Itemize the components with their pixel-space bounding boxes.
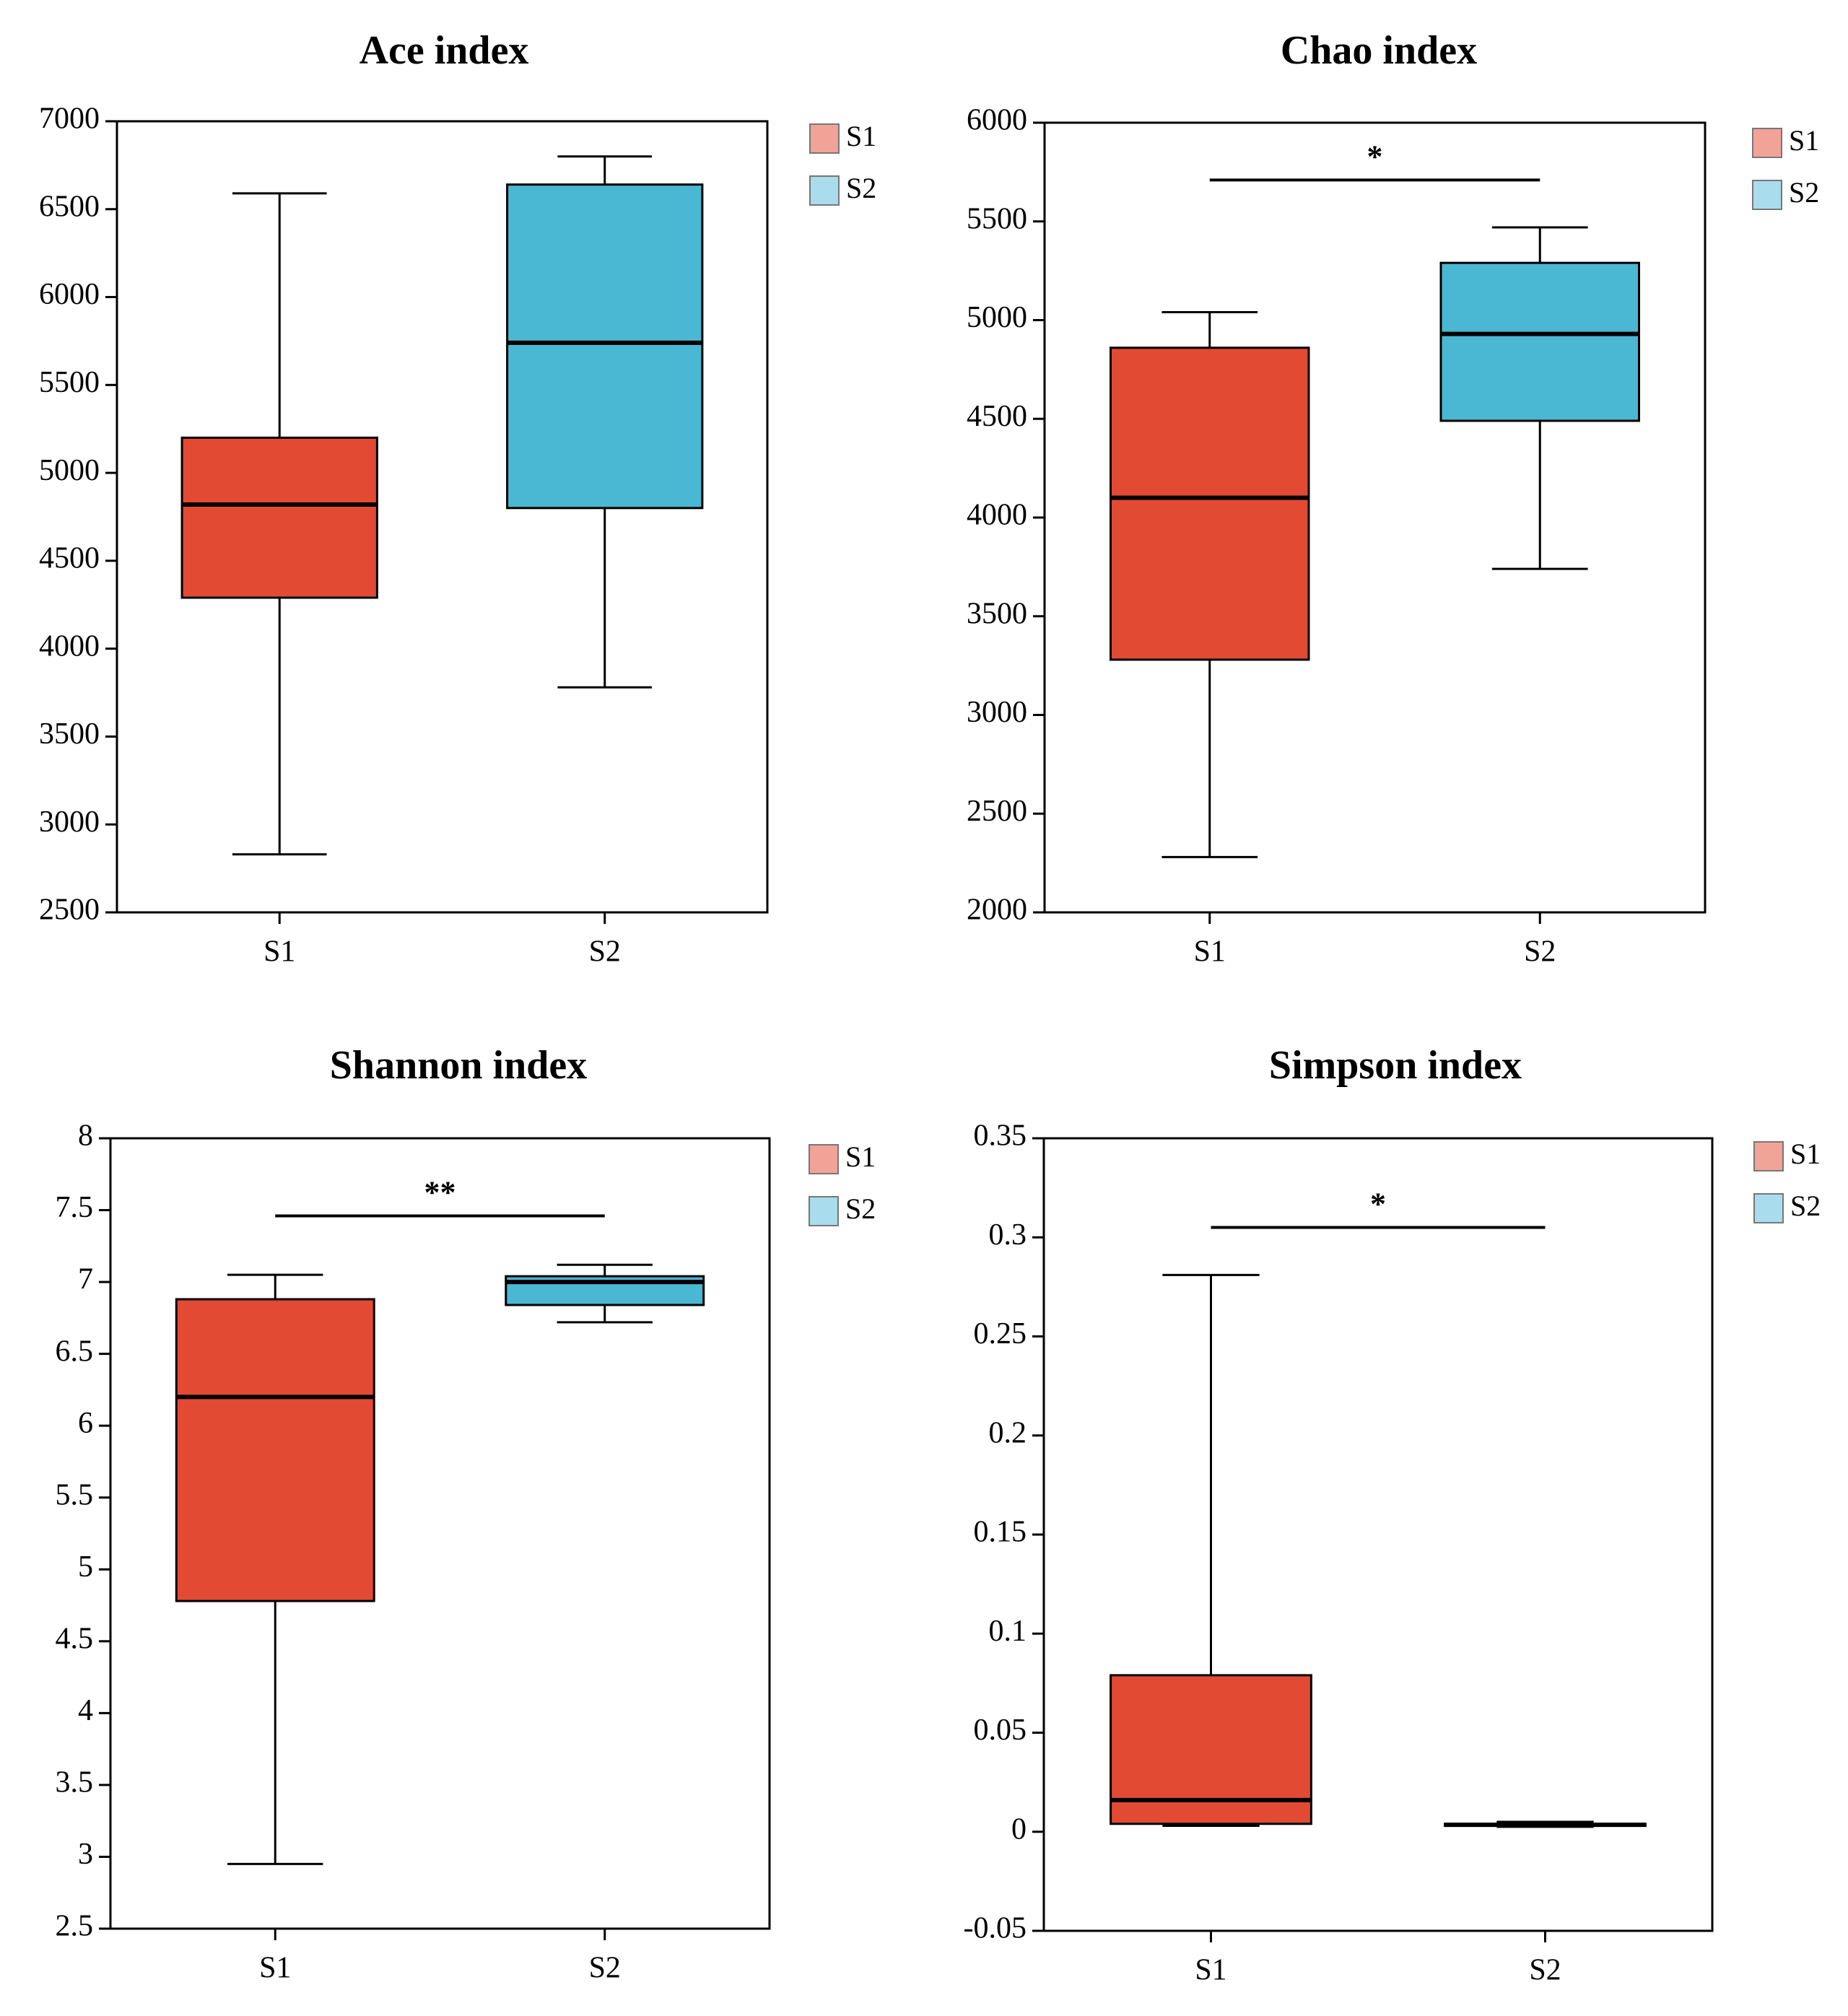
plot-frame (116, 120, 769, 914)
y-tick-label: 0 (1011, 1812, 1027, 1846)
box-s2 (506, 155, 704, 689)
chart-title: Shannon index (330, 1043, 587, 1088)
y-tick-label: 4000 (967, 499, 1027, 532)
significance-label: ** (424, 1175, 456, 1210)
y-tick-label: 2.5 (56, 1910, 94, 1943)
legend-swatch-s2 (1752, 180, 1782, 210)
chart-panel-2: Chao index 2000 2500 3000 3500 4000 4500 5000 55… (967, 28, 1819, 969)
y-tick-label: 4500 (967, 400, 1027, 433)
y-tick-label: 3000 (967, 696, 1027, 729)
box-s1 (180, 192, 378, 856)
legend-label-s2: S2 (1789, 176, 1819, 209)
y-tick-label: 7.5 (56, 1191, 94, 1224)
legend-swatch-s1 (809, 123, 840, 154)
chart-title: Simpson index (1269, 1043, 1522, 1088)
y-tick-label: 2500 (967, 795, 1027, 828)
y-tick-label: 5000 (967, 301, 1027, 334)
x-tick-label: S1 (1194, 935, 1226, 969)
y-tick-label: 7000 (39, 102, 100, 136)
y-tick-label: 2000 (967, 894, 1027, 927)
y-tick-label: 6000 (967, 104, 1027, 137)
iqr-box (1439, 261, 1640, 422)
y-tick-label: 3000 (39, 806, 100, 839)
iqr-box (180, 436, 378, 599)
plot-frame (109, 1137, 771, 1930)
legend-swatch-s1 (1753, 1141, 1784, 1171)
y-tick-label: 3 (78, 1838, 93, 1871)
y-tick-label: -0.05 (964, 1912, 1027, 1945)
y-tick-label: 4000 (39, 629, 100, 663)
y-tick-label: 6500 (39, 190, 100, 223)
y-tick-label: 5500 (39, 366, 100, 399)
y-tick-label: 5 (78, 1550, 93, 1584)
x-tick-label: S2 (1524, 935, 1556, 969)
x-tick-label: S2 (589, 1952, 621, 1985)
y-tick-label: 4500 (39, 542, 100, 575)
y-tick-label: 5500 (967, 202, 1027, 235)
y-tick-label: 8 (78, 1120, 93, 1153)
significance-label: * (1370, 1187, 1386, 1222)
chart-panel-1: Ace index 2500 3000 3500 4000 4500 5000 5500 600… (39, 28, 876, 969)
x-tick-label: S2 (1529, 1954, 1561, 1987)
legend-swatch-s2 (808, 1196, 839, 1226)
y-tick-label: 3500 (39, 717, 100, 751)
y-tick-label: 6.5 (56, 1335, 94, 1368)
box-s1 (175, 1273, 375, 1865)
box-s2 (1444, 1820, 1647, 1828)
legend-swatch-s2 (809, 175, 840, 206)
y-tick-label: 6 (78, 1407, 93, 1440)
box-s1 (1110, 1273, 1312, 1828)
y-tick-label: 0.3 (989, 1218, 1027, 1252)
y-tick-label: 0.15 (974, 1516, 1027, 1549)
legend-label-s2: S2 (846, 172, 876, 204)
box-s2 (1439, 226, 1640, 570)
legend-label-s2: S2 (845, 1192, 876, 1225)
y-tick-label: 7 (78, 1263, 93, 1296)
legend-label-s1: S1 (846, 120, 876, 152)
x-tick-label: S1 (259, 1952, 291, 1985)
y-tick-label: 6000 (39, 278, 100, 311)
y-tick-label: 0.05 (974, 1714, 1027, 1747)
chart-panel-4: Simpson index -0.05 0 0.05 0.1 0.15 0.2 0.25 0.3… (964, 1043, 1821, 1987)
legend-label-s1: S1 (1790, 1138, 1821, 1170)
legend-label-s2: S2 (1790, 1190, 1821, 1222)
legend-label-s1: S1 (845, 1140, 876, 1173)
y-tick-label: 4 (78, 1694, 93, 1727)
legend-label-s1: S1 (1789, 124, 1819, 157)
y-tick-label: 4.5 (56, 1622, 94, 1655)
iqr-box (506, 183, 704, 510)
x-tick-label: S1 (263, 935, 295, 969)
x-tick-label: S1 (1195, 1954, 1226, 1987)
chart-panel-3: Shannon index 2.5 3 3.5 4 4.5 5 5.5 6 6.5 7 7.5 8 S1 S… (56, 1043, 876, 1985)
y-tick-label: 3500 (967, 597, 1027, 630)
chart-title: Ace index (359, 28, 529, 73)
y-tick-label: 5000 (39, 454, 100, 487)
y-tick-label: 0.1 (989, 1615, 1027, 1648)
y-tick-label: 0.25 (974, 1317, 1027, 1350)
y-tick-label: 0.35 (974, 1120, 1027, 1153)
iqr-box (1110, 346, 1310, 661)
significance-label: * (1367, 139, 1383, 174)
y-tick-label: 5.5 (56, 1478, 94, 1511)
iqr-box (175, 1298, 375, 1602)
legend-swatch-s1 (808, 1144, 839, 1174)
x-tick-label: S2 (589, 935, 621, 969)
legend-swatch-s1 (1752, 128, 1782, 158)
y-tick-label: 0.2 (989, 1416, 1027, 1449)
y-tick-label: 3.5 (56, 1766, 94, 1799)
box-s1 (1110, 311, 1310, 858)
chart-title: Chao index (1281, 28, 1477, 73)
y-tick-label: 2500 (39, 894, 100, 927)
box-s2 (505, 1263, 705, 1324)
legend-swatch-s2 (1753, 1193, 1784, 1223)
